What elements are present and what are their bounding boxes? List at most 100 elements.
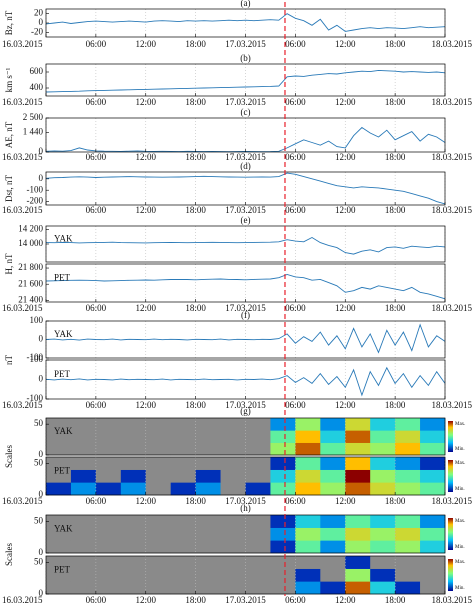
y-tick-label: -100 — [27, 352, 44, 362]
heat-cell — [70, 430, 97, 443]
x-tick-label: 06:00 — [285, 97, 306, 107]
heat-cell — [370, 581, 396, 595]
heat-cell — [120, 482, 147, 496]
station-label: YAK — [54, 329, 73, 339]
heat-cell — [220, 556, 246, 569]
heat-cell — [46, 540, 72, 554]
plot-area — [46, 9, 445, 37]
x-tick-label: 18:00 — [185, 39, 206, 49]
plot-area — [46, 118, 445, 152]
x-tick-label: 06:00 — [285, 152, 306, 162]
colorbar-label: Max. — [455, 461, 465, 466]
x-tick-label: 12:00 — [135, 39, 156, 49]
heat-cell — [420, 457, 446, 470]
heat-cell — [220, 581, 246, 595]
colorbar — [448, 559, 453, 591]
heat-cell — [395, 527, 421, 541]
heat-cell — [170, 540, 196, 554]
heat-cell — [395, 430, 421, 443]
y-tick-label: 50 — [34, 457, 44, 467]
x-tick-label: 06:00 — [285, 595, 306, 605]
heat-cell — [295, 457, 321, 470]
heat-cell — [270, 457, 296, 470]
heat-cell — [195, 442, 221, 456]
heat-cell — [395, 418, 421, 431]
colorbar — [448, 460, 453, 492]
heat-cell — [220, 527, 246, 541]
heat-cell — [345, 430, 371, 443]
y-tick-label: 0 — [39, 17, 44, 27]
data-line — [45, 172, 446, 205]
heat-cell — [345, 540, 371, 554]
plot-frame — [45, 417, 446, 456]
y-tick-label: 0 — [39, 449, 44, 459]
y-tick-label: -20 — [31, 26, 43, 36]
heat-cell — [170, 430, 196, 443]
heat-cell — [46, 457, 72, 470]
heat-cell — [370, 556, 396, 569]
heat-cell — [95, 568, 122, 582]
heat-cell — [120, 527, 147, 541]
y-tick-label: 400 — [30, 82, 44, 92]
x-tick-label: 17.03.2015 — [225, 496, 266, 506]
x-tick-label: 06:00 — [285, 303, 306, 313]
colorbar-label: Min. — [455, 586, 465, 591]
heat-cell — [320, 527, 346, 541]
data-line — [45, 69, 446, 93]
heat-cell — [220, 430, 246, 443]
heat-cell — [46, 581, 72, 595]
heat-cell — [345, 568, 371, 582]
heat-cell — [145, 457, 171, 470]
heat-cell — [145, 418, 171, 431]
station-label: YAK — [54, 524, 73, 534]
heat-cell — [145, 469, 171, 483]
x-tick-label: 12:00 — [335, 303, 356, 313]
heat-cell — [395, 515, 421, 528]
heat-cell — [370, 527, 396, 541]
heat-cell — [270, 469, 296, 483]
plot-frame — [45, 320, 446, 359]
x-tick-label: 06:00 — [285, 400, 306, 410]
y-axis-label: Dst, nT — [4, 174, 14, 202]
heat-cell — [195, 418, 221, 431]
heat-cell — [120, 515, 147, 528]
heat-cell — [420, 527, 446, 541]
heat-cell — [120, 430, 147, 443]
heat-cell — [370, 482, 396, 496]
y-tick-label: 50 — [34, 515, 44, 525]
heat-cell — [370, 442, 396, 456]
x-tick-label: 18:00 — [385, 595, 406, 605]
y-tick-label: 0 — [39, 374, 44, 384]
x-tick-label: 18:00 — [385, 205, 406, 215]
colorbar-label: Min. — [455, 545, 465, 550]
heat-cell — [195, 457, 221, 470]
heat-cell — [195, 469, 221, 483]
heat-cell — [245, 442, 271, 456]
station-label: PET — [54, 369, 71, 379]
heat-cell — [145, 568, 171, 582]
heat-cell — [120, 568, 147, 582]
panel-title: (e) — [241, 215, 251, 225]
colorbar — [448, 518, 453, 550]
heat-cell — [295, 556, 321, 569]
heat-cell — [320, 430, 346, 443]
x-tick-label: 18:00 — [385, 152, 406, 162]
x-tick-label: 17.03.2015 — [225, 39, 266, 49]
heat-cell — [195, 556, 221, 569]
heat-cell — [320, 457, 346, 470]
heat-cell — [320, 568, 346, 582]
heat-cell — [120, 442, 147, 456]
heat-cell — [295, 469, 321, 483]
heat-cell — [145, 442, 171, 456]
heat-cell — [220, 469, 246, 483]
x-tick-label: 06:00 — [86, 595, 107, 605]
heat-cell — [395, 556, 421, 569]
heat-cell — [395, 568, 421, 582]
heat-cell — [170, 457, 196, 470]
x-tick-label: 18:00 — [385, 496, 406, 506]
heat-cell — [370, 568, 396, 582]
x-tick-label: 18:00 — [385, 39, 406, 49]
heat-cell — [245, 581, 271, 595]
y-tick-label: 0 — [39, 547, 44, 557]
